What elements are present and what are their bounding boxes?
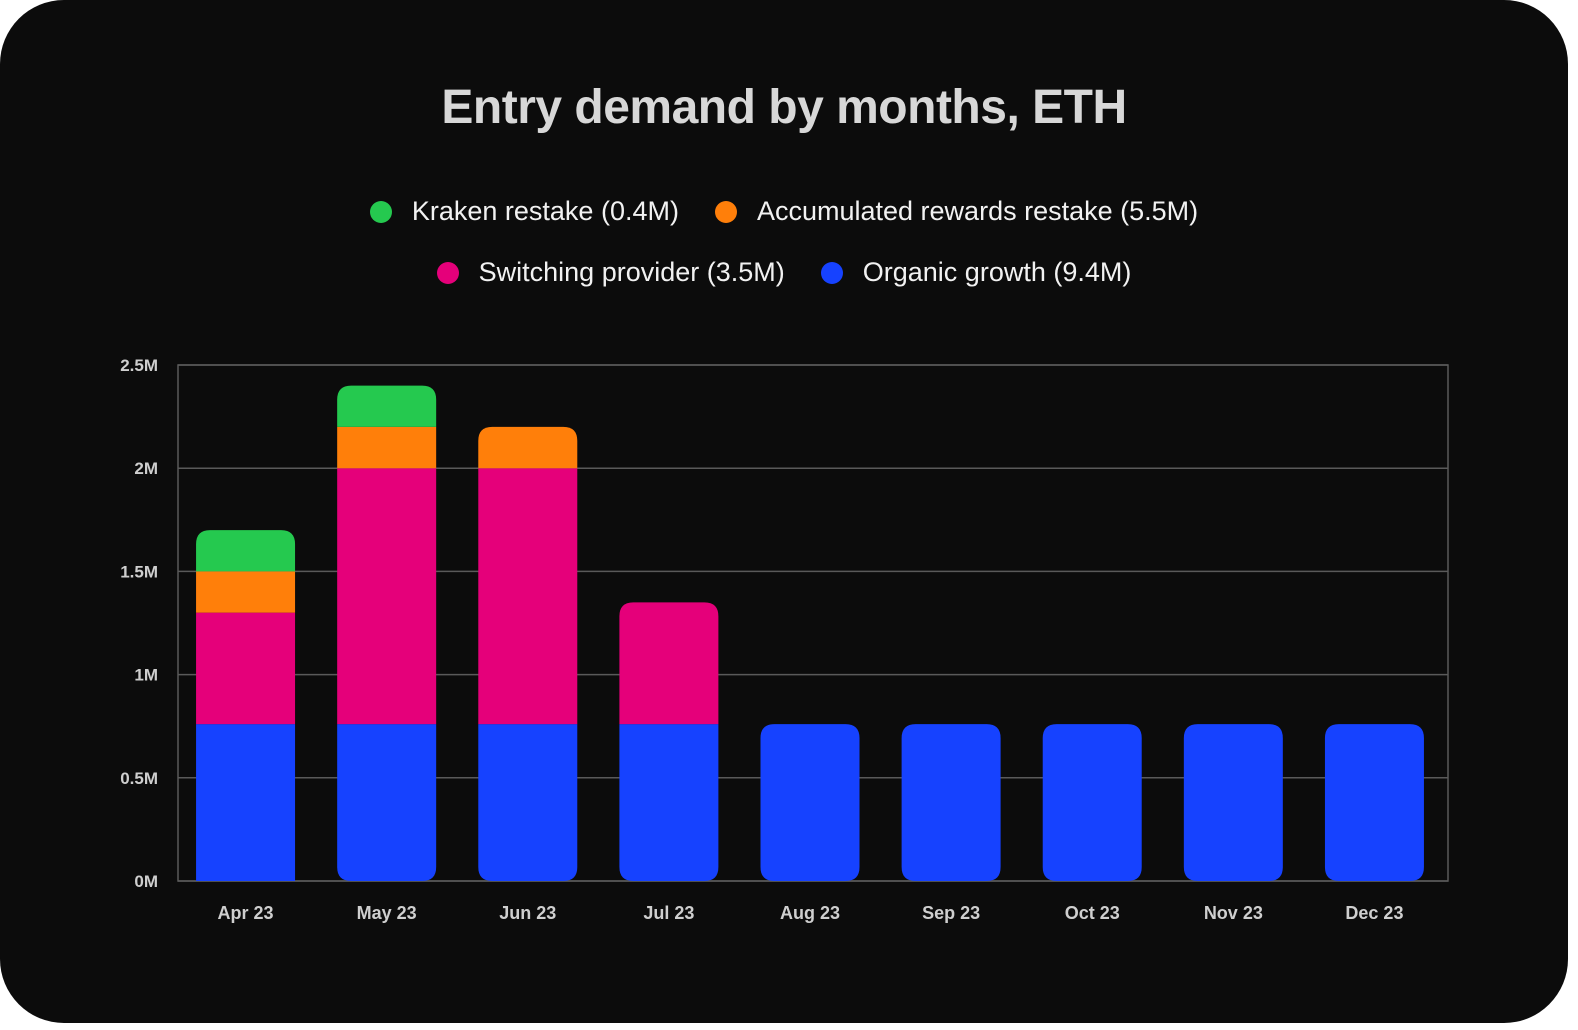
x-tick-label: Nov 23	[1204, 903, 1263, 923]
x-tick-label: May 23	[357, 903, 417, 923]
bar-segment	[337, 426, 437, 469]
x-tick-label: Dec 23	[1345, 903, 1403, 923]
x-tick-label: Apr 23	[218, 903, 274, 923]
legend-row-2: Switching provider (3.5M) Organic growth…	[0, 257, 1568, 288]
y-tick-label: 2M	[134, 459, 158, 478]
bar-segment	[619, 724, 719, 881]
legend-item-accumulated-rewards-restake: Accumulated rewards restake (5.5M)	[714, 196, 1199, 227]
bar-segment	[760, 724, 860, 881]
x-tick-label: Jul 23	[643, 903, 694, 923]
bar-segment	[337, 385, 437, 427]
y-tick-label: 1M	[134, 666, 158, 685]
legend-label: Kraken restake (0.4M)	[411, 196, 679, 226]
legend-swatch	[436, 261, 459, 284]
bar-segment	[196, 612, 296, 725]
bar-segment	[1324, 724, 1424, 881]
chart-title: Entry demand by months, ETH	[441, 81, 1127, 134]
bar-segment	[196, 530, 296, 572]
y-tick-label: 1.5M	[120, 562, 158, 581]
bar-segment	[337, 724, 437, 881]
y-tick-label: 2.5M	[120, 356, 158, 375]
legend-item-organic-growth: Organic growth (9.4M)	[820, 257, 1132, 288]
x-tick-label: Oct 23	[1065, 903, 1120, 923]
x-tick-label: Sep 23	[922, 903, 980, 923]
x-tick-label: Aug 23	[780, 903, 840, 923]
legend-swatch	[820, 261, 843, 284]
bar-segment	[1183, 724, 1283, 881]
bar-segment	[901, 724, 1001, 881]
legend-swatch	[369, 200, 392, 223]
bar-segment	[619, 602, 719, 725]
bar-segment	[196, 571, 296, 613]
legend-swatch	[714, 200, 737, 223]
bar-segment	[337, 468, 437, 725]
bar-segment	[196, 724, 296, 881]
legend-row-1: Kraken restake (0.4M) Accumulated reward…	[0, 196, 1568, 227]
bar-segment	[478, 426, 578, 469]
legend-label: Organic growth (9.4M)	[862, 257, 1132, 287]
bar-segment	[478, 468, 578, 725]
x-tick-label: Jun 23	[499, 903, 556, 923]
legend-label: Switching provider (3.5M)	[478, 257, 785, 287]
y-tick-label: 0M	[134, 872, 158, 891]
bar-segment	[478, 724, 578, 881]
legend-label: Accumulated rewards restake (5.5M)	[756, 196, 1199, 226]
bar-segment	[1042, 724, 1142, 881]
y-tick-label: 0.5M	[120, 769, 158, 788]
legend-item-switching-provider: Switching provider (3.5M)	[436, 257, 785, 288]
legend-item-kraken-restake: Kraken restake (0.4M)	[369, 196, 679, 227]
